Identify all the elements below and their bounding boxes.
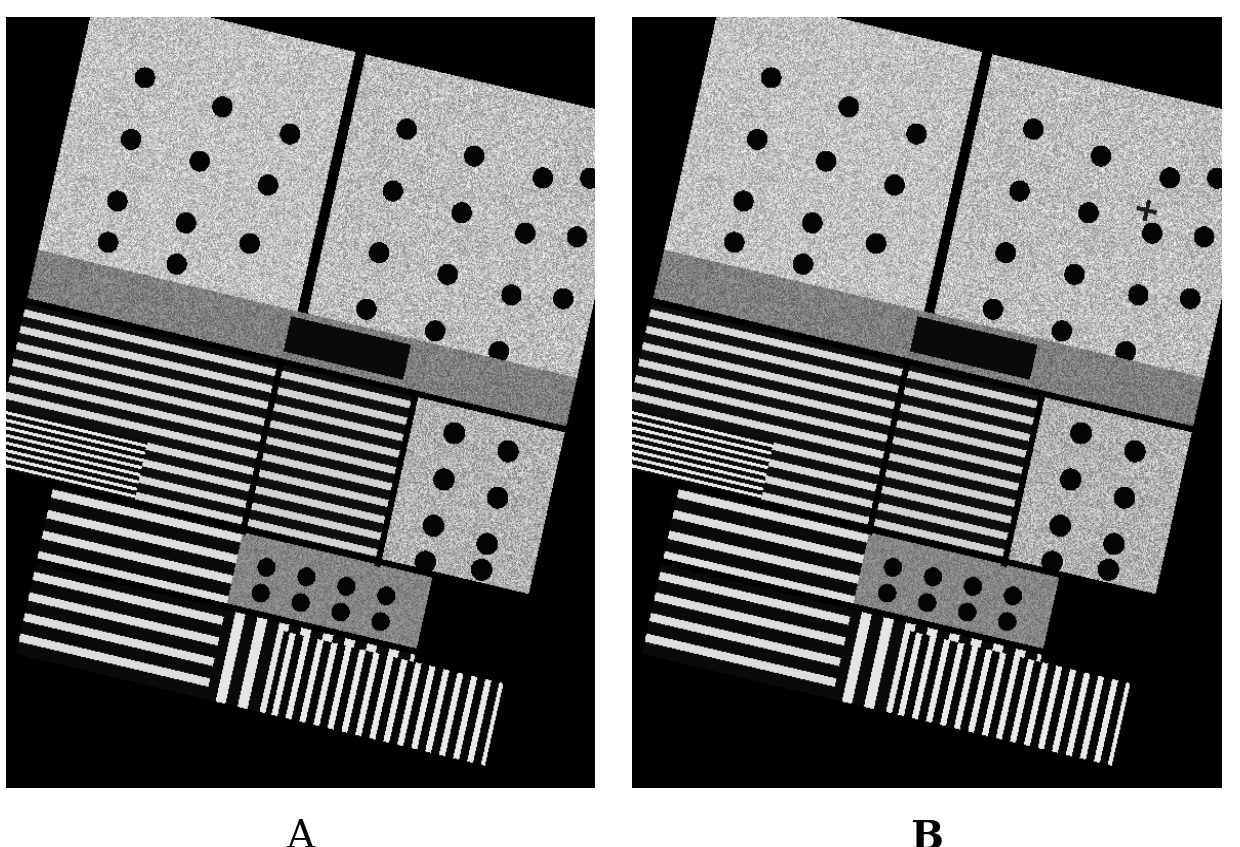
Text: A: A xyxy=(286,818,315,847)
Text: B: B xyxy=(910,818,944,847)
